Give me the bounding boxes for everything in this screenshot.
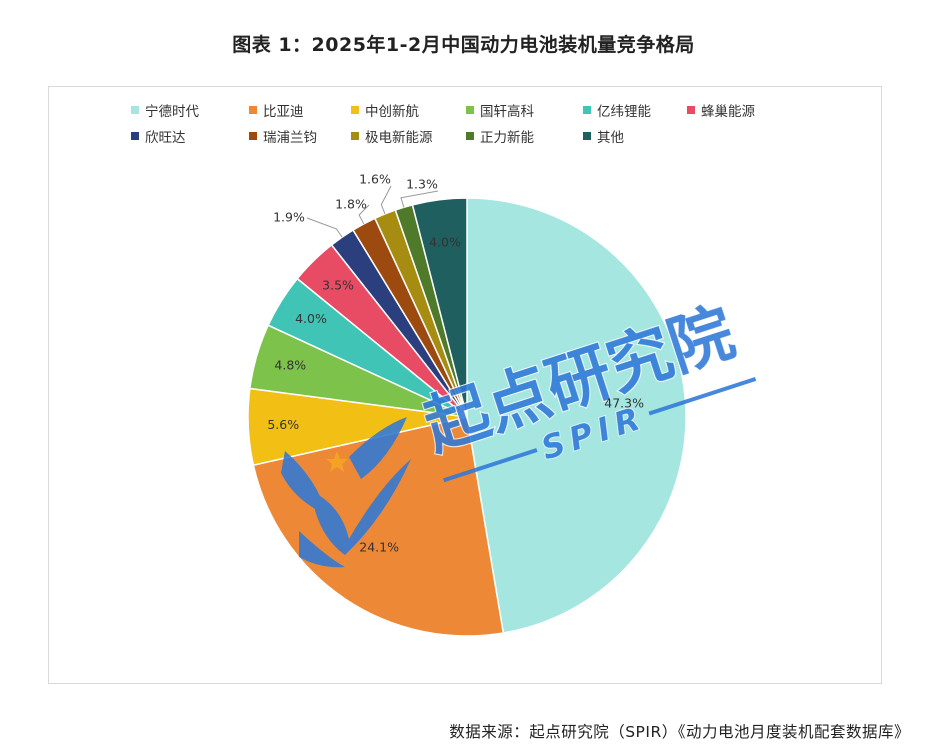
data-label: 1.6% — [359, 172, 391, 187]
chart-panel: 宁德时代 比亚迪 中创新航 国轩高科 亿纬锂能 蜂巢能源欣旺达 瑞浦兰钧 极电新能源 正力新能 其… — [48, 86, 882, 684]
legend-label: 瑞浦兰钧 — [263, 130, 317, 146]
legend-label: 比亚迪 — [263, 104, 304, 120]
pie-slice — [252, 416, 505, 637]
legend-item: 蜂巢能源 — [687, 101, 755, 120]
legend-label: 亿纬锂能 — [597, 104, 651, 120]
legend-swatch — [249, 132, 257, 140]
legend-swatch — [131, 132, 139, 140]
data-label: 4.8% — [274, 357, 306, 372]
data-label: 4.0% — [295, 311, 327, 326]
data-label: 4.0% — [429, 235, 461, 250]
legend-swatch — [687, 106, 695, 114]
data-label: 1.8% — [335, 197, 367, 212]
legend-item: 瑞浦兰钧 — [249, 127, 317, 146]
legend-label: 中创新航 — [365, 104, 419, 120]
leader-line — [380, 185, 392, 215]
legend-swatch — [351, 132, 359, 140]
legend-label: 极电新能源 — [365, 130, 433, 146]
legend-swatch — [351, 106, 359, 114]
legend-swatch — [131, 106, 139, 114]
legend-item: 欣旺达 — [131, 127, 186, 146]
leader-line — [358, 204, 370, 225]
leader-line — [306, 217, 343, 238]
chart-title: 图表 1：2025年1-2月中国动力电池装机量竞争格局 — [232, 34, 695, 56]
legend-item: 国轩高科 — [466, 101, 534, 120]
legend-item: 比亚迪 — [249, 101, 304, 120]
watermark-logo-icon — [281, 417, 411, 568]
legend-label: 蜂巢能源 — [701, 104, 755, 120]
legend-swatch — [583, 106, 591, 114]
leader-line — [400, 190, 439, 208]
legend-label: 国轩高科 — [480, 104, 534, 120]
legend-label: 欣旺达 — [145, 130, 186, 146]
legend-label: 其他 — [597, 130, 624, 146]
data-label: 1.3% — [406, 177, 438, 192]
data-label: 1.9% — [273, 210, 305, 225]
legend-label: 正力新能 — [480, 130, 534, 146]
data-label: 5.6% — [267, 417, 299, 432]
legend-label: 宁德时代 — [145, 104, 199, 120]
legend-item: 正力新能 — [466, 127, 534, 146]
legend-swatch — [466, 106, 474, 114]
legend-item: 中创新航 — [351, 101, 419, 120]
pie-slice — [466, 197, 687, 634]
legend-item: 极电新能源 — [351, 127, 433, 146]
legend-swatch — [249, 106, 257, 114]
legend-swatch — [583, 132, 591, 140]
pie-chart: 起点研究院SPIR47.3%24.1%5.6%4.8%4.0%3.5%4.0%1… — [247, 172, 757, 637]
data-label: 24.1% — [359, 539, 399, 554]
legend-swatch — [466, 132, 474, 140]
legend-item: 宁德时代 — [131, 101, 199, 120]
pie-slice — [411, 197, 468, 418]
legend-item: 亿纬锂能 — [583, 101, 651, 120]
data-label: 47.3% — [604, 395, 644, 410]
data-label: 3.5% — [322, 277, 354, 292]
legend-item: 其他 — [583, 127, 624, 146]
data-source-note: 数据来源：起点研究院（SPIR）《动力电池月度装机配套数据库》 — [449, 723, 910, 741]
